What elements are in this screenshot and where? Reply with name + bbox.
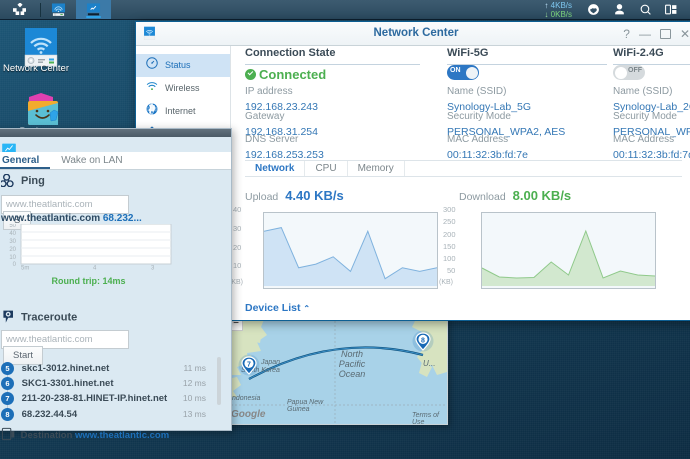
svg-text:40: 40 [9, 231, 16, 237]
svg-text:5m: 5m [21, 266, 29, 271]
svg-text:50: 50 [9, 224, 16, 229]
svg-text:8: 8 [421, 337, 425, 344]
svg-text:4: 4 [93, 266, 97, 271]
svg-text:3: 3 [151, 266, 155, 271]
svg-text:20: 20 [9, 247, 16, 253]
svg-text:0: 0 [13, 262, 17, 268]
svg-text:30: 30 [9, 239, 16, 245]
svg-text:10: 10 [9, 255, 16, 261]
svg-text:7: 7 [247, 361, 251, 368]
